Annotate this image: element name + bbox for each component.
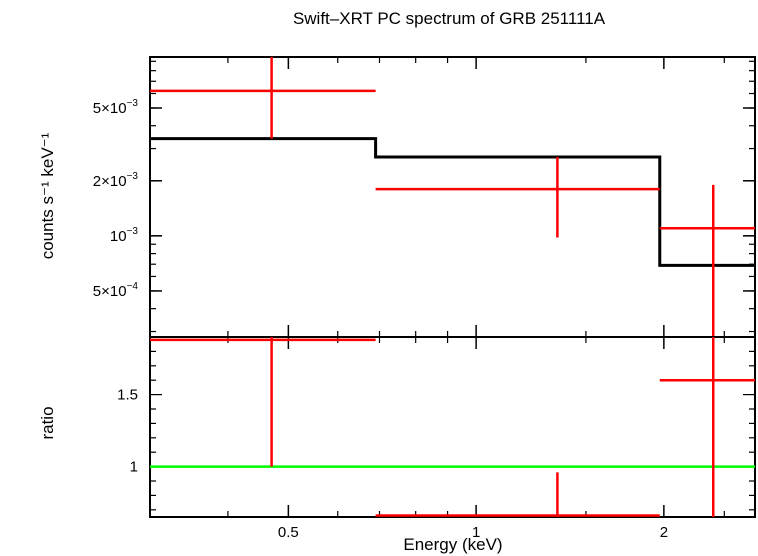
ratio-panel: 0.5 1 2 1 1.5 [117,336,756,541]
model-step-line [150,137,755,267]
x-tick-label: 1 [472,524,480,541]
spectrum-plot-frame [149,56,756,338]
y-tick-label: 5×10−3 [93,98,139,117]
y-tick-label: 10−3 [110,226,139,245]
ratio-plot-frame [149,336,756,518]
spectrum-y-axis-label: counts s⁻¹ keV⁻¹ [38,132,57,259]
y-tick-label: 5×10−4 [93,281,139,300]
x-axis-label: Energy (keV) [403,535,502,554]
spectrum-data-point [659,184,755,337]
ratio-y-axis-label: ratio [38,406,57,439]
spectrum-panel: 5×10−4 10−3 2×10−3 5×10−3 [93,56,756,338]
ratio-data-point [375,472,660,517]
x-tick-label: 0.5 [278,524,299,541]
ratio-data-point [150,337,376,467]
ratio-data-point [659,337,755,517]
spectrum-data-point [150,57,376,139]
y-tick-label: 2×10−3 [93,171,139,190]
x-tick-label: 2 [660,524,668,541]
ratio-y-tick-label: 1 [130,459,138,476]
ratio-y-tick-label: 1.5 [117,387,138,404]
chart-title: Swift–XRT PC spectrum of GRB 251111A [293,9,606,28]
spectrum-data-point [375,156,660,238]
